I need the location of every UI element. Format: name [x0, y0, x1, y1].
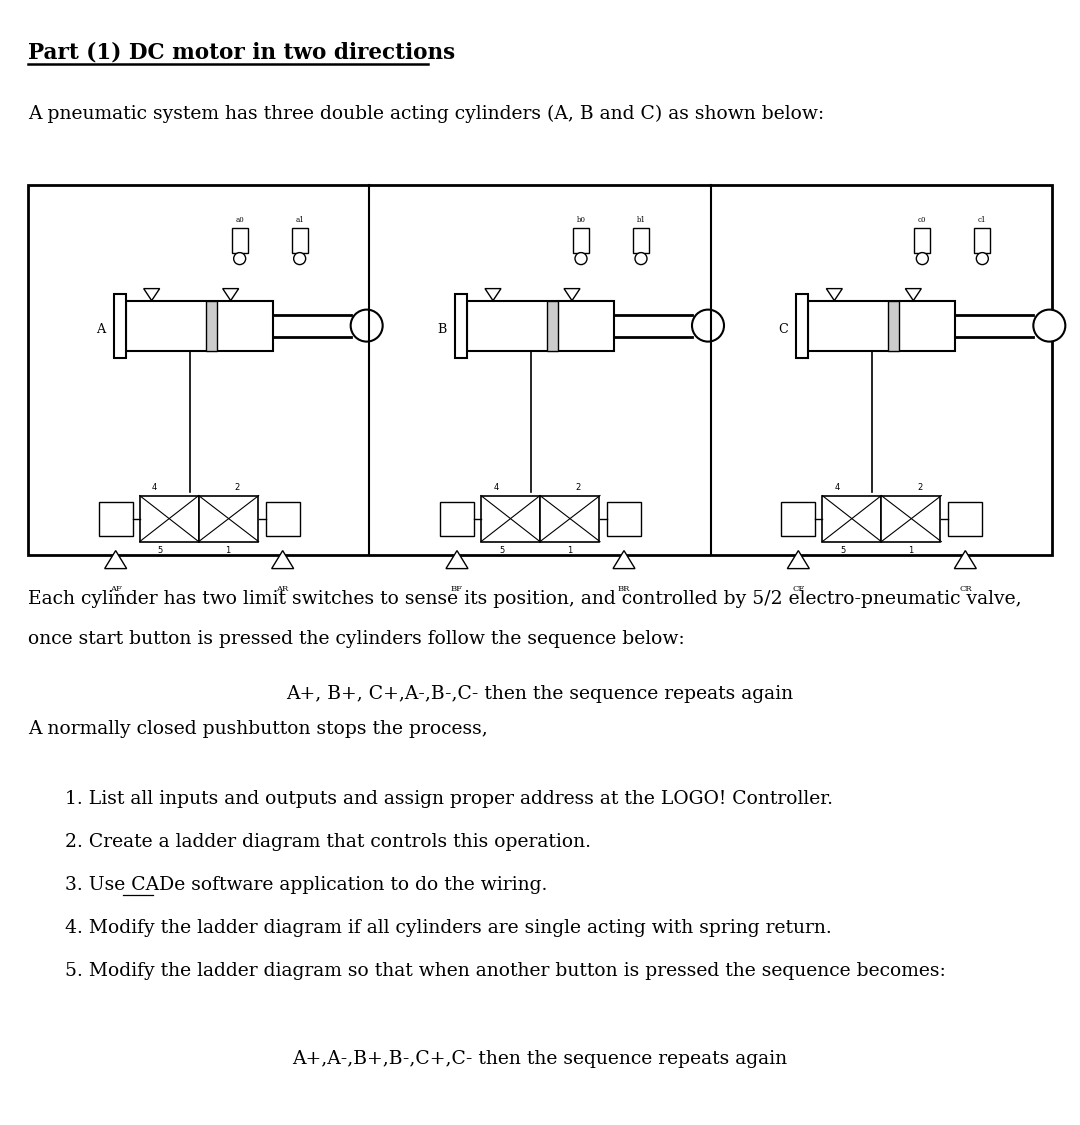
Text: CR: CR [959, 585, 972, 593]
Text: 2: 2 [234, 483, 240, 492]
Bar [948, 502, 983, 536]
Text: 1: 1 [226, 546, 231, 555]
Bar [455, 294, 467, 358]
Circle shape [916, 253, 929, 264]
Bar [781, 502, 815, 536]
Text: 2. Create a ladder diagram that controls this operation.: 2. Create a ladder diagram that controls… [65, 832, 591, 850]
Bar [889, 300, 900, 351]
Text: A: A [96, 323, 106, 336]
Bar [607, 502, 642, 536]
Bar [292, 227, 308, 253]
Polygon shape [826, 289, 842, 300]
Bar [28, 184, 1052, 555]
Text: 5: 5 [158, 546, 163, 555]
Text: 2: 2 [917, 483, 922, 492]
Bar [573, 227, 589, 253]
Text: c1: c1 [978, 216, 987, 224]
Text: A pneumatic system has three double acting cylinders (A, B and C) as shown below: A pneumatic system has three double acti… [28, 105, 824, 124]
Circle shape [976, 253, 988, 264]
Bar [139, 496, 199, 541]
Bar [481, 496, 540, 541]
Text: 2: 2 [576, 483, 581, 492]
Bar [808, 300, 956, 351]
Text: A+, B+, C+,A-,B-,C- then the sequence repeats again: A+, B+, C+,A-,B-,C- then the sequence re… [286, 685, 794, 703]
Text: CF: CF [793, 585, 805, 593]
Bar [125, 300, 272, 351]
Text: a0: a0 [235, 216, 244, 224]
Text: 5: 5 [499, 546, 504, 555]
Circle shape [1034, 309, 1065, 342]
Bar [440, 502, 474, 536]
Text: once start button is pressed the cylinders follow the sequence below:: once start button is pressed the cylinde… [28, 630, 685, 648]
Circle shape [294, 253, 306, 264]
Circle shape [351, 309, 382, 342]
Text: 3. Use CADe software application to do the wiring.: 3. Use CADe software application to do t… [65, 876, 548, 894]
Text: 4: 4 [494, 483, 498, 492]
Bar [540, 496, 599, 541]
Polygon shape [955, 550, 976, 568]
Circle shape [692, 309, 724, 342]
Text: 1. List all inputs and outputs and assign proper address at the LOGO! Controller: 1. List all inputs and outputs and assig… [65, 790, 833, 808]
Polygon shape [222, 289, 239, 300]
Text: C: C [779, 323, 788, 336]
Polygon shape [905, 289, 921, 300]
Text: Part (1) DC motor in two directions: Part (1) DC motor in two directions [28, 42, 455, 64]
Text: 4: 4 [835, 483, 840, 492]
Circle shape [575, 253, 588, 264]
Text: AF: AF [110, 585, 122, 593]
Text: a1: a1 [295, 216, 305, 224]
Text: b1: b1 [636, 216, 646, 224]
Text: 5: 5 [840, 546, 846, 555]
Polygon shape [105, 550, 126, 568]
Circle shape [635, 253, 647, 264]
Bar [822, 496, 881, 541]
Bar [98, 502, 133, 536]
Bar [796, 294, 808, 358]
Bar [199, 496, 258, 541]
Polygon shape [564, 289, 580, 300]
Bar [467, 300, 615, 351]
Text: B: B [437, 323, 447, 336]
Polygon shape [787, 550, 809, 568]
Text: 4. Modify the ladder diagram if all cylinders are single acting with spring retu: 4. Modify the ladder diagram if all cyli… [65, 919, 832, 937]
Bar [546, 300, 558, 351]
Bar [232, 227, 247, 253]
Text: A+,A-,B+,B-,C+,C- then the sequence repeats again: A+,A-,B+,B-,C+,C- then the sequence repe… [293, 1050, 787, 1068]
Text: 4: 4 [152, 483, 157, 492]
Bar [205, 300, 217, 351]
Bar [113, 294, 125, 358]
Text: AR: AR [276, 585, 288, 593]
Text: 1: 1 [567, 546, 572, 555]
Bar [633, 227, 649, 253]
Polygon shape [272, 550, 294, 568]
Text: A normally closed pushbutton stops the process,: A normally closed pushbutton stops the p… [28, 720, 488, 738]
Text: 5. Modify the ladder diagram so that when another button is pressed the sequence: 5. Modify the ladder diagram so that whe… [65, 962, 946, 980]
Polygon shape [446, 550, 468, 568]
Text: BR: BR [618, 585, 631, 593]
Circle shape [233, 253, 245, 264]
Bar [974, 227, 990, 253]
Text: Each cylinder has two limit switches to sense its position, and controlled by 5/: Each cylinder has two limit switches to … [28, 590, 1022, 608]
Polygon shape [613, 550, 635, 568]
Text: 1: 1 [908, 546, 914, 555]
Text: b0: b0 [577, 216, 585, 224]
Bar [266, 502, 299, 536]
Polygon shape [485, 289, 501, 300]
Polygon shape [144, 289, 160, 300]
Bar [881, 496, 941, 541]
Text: BF: BF [451, 585, 463, 593]
Text: c0: c0 [918, 216, 927, 224]
Bar [915, 227, 930, 253]
